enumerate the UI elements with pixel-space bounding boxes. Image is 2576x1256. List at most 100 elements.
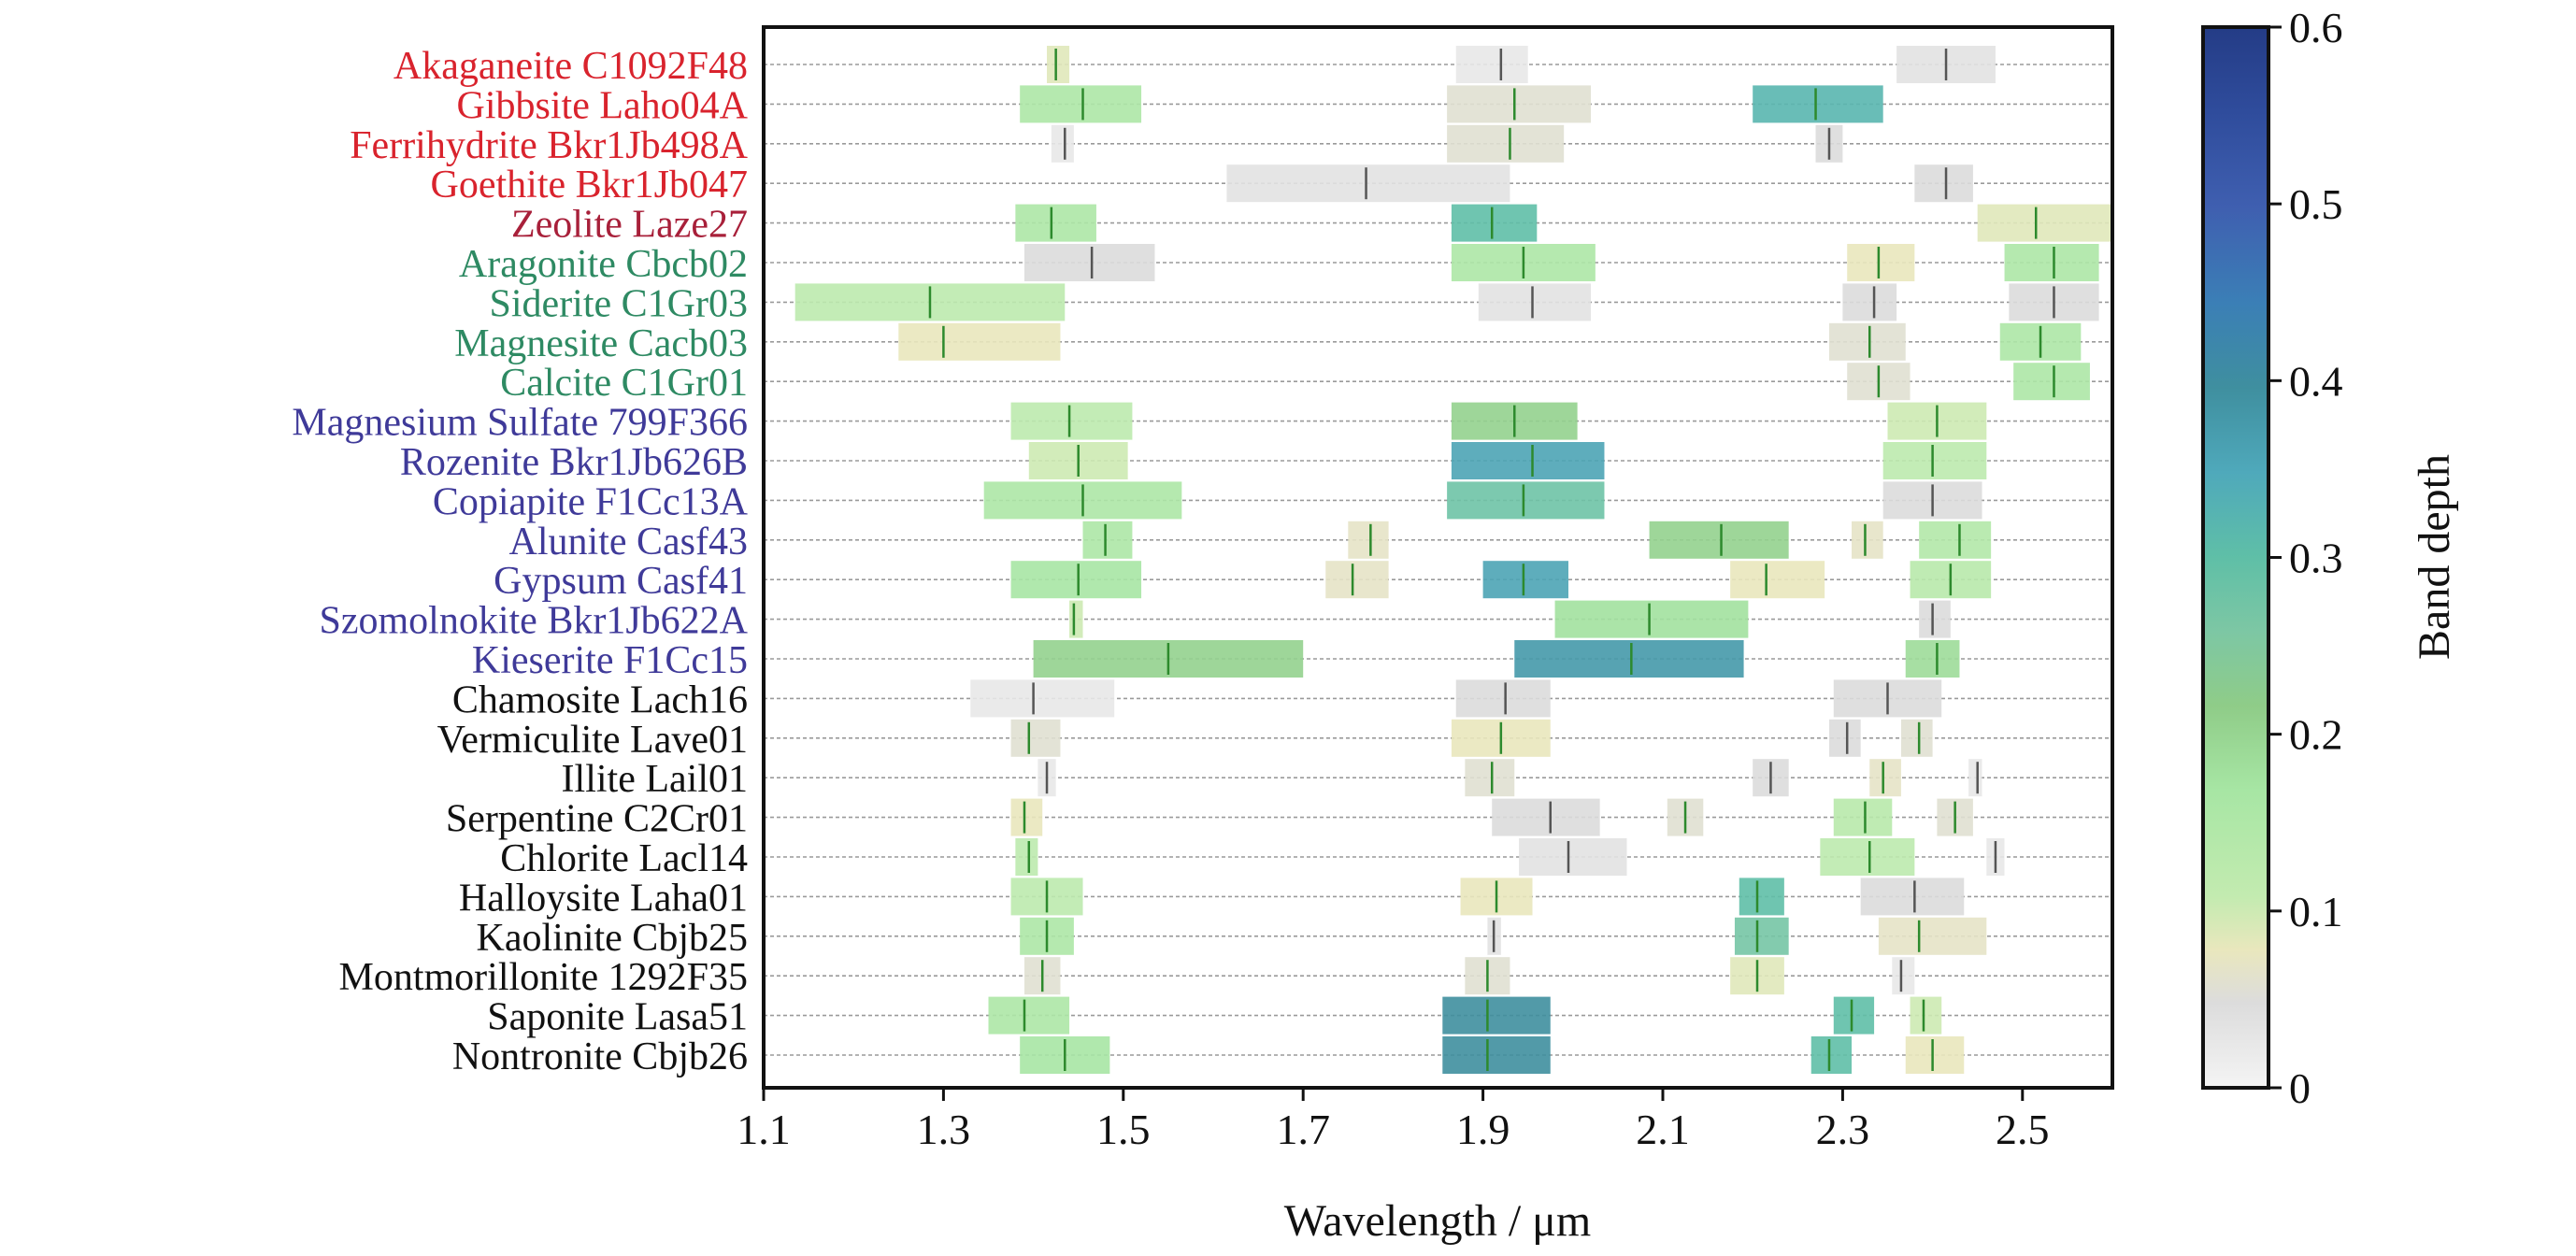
absorption-band <box>970 679 1115 718</box>
absorption-band <box>1852 521 1883 559</box>
x-tick-label: 1.7 <box>1276 1106 1330 1153</box>
mineral-label: Magnesite Cacb03 <box>454 322 748 365</box>
absorption-band <box>1010 798 1043 836</box>
absorption-band <box>1455 679 1551 718</box>
mineral-label: Gypsum Casf41 <box>494 560 748 603</box>
absorption-band <box>1519 838 1627 876</box>
colorbar-tick-label: 0 <box>2289 1064 2311 1112</box>
absorption-band <box>1828 719 1861 757</box>
absorption-band <box>1910 996 1942 1035</box>
absorption-band <box>2013 363 2090 401</box>
absorption-band <box>1869 759 1901 797</box>
absorption-band <box>1905 1036 1965 1074</box>
absorption-band <box>1010 561 1142 599</box>
mineral-label: Chlorite Lacl14 <box>500 837 748 880</box>
absorption-band <box>988 996 1070 1035</box>
absorption-band <box>1465 759 1515 797</box>
colorbar-tick-label: 0.2 <box>2289 711 2343 759</box>
x-tick-label: 2.5 <box>1996 1106 2050 1153</box>
mineral-label: Halloysite Laha01 <box>459 877 748 920</box>
absorption-band <box>1226 164 1510 203</box>
absorption-band <box>1900 719 1933 757</box>
absorption-band <box>1447 124 1565 163</box>
absorption-band <box>1051 124 1074 163</box>
absorption-band <box>1447 481 1605 520</box>
absorption-band <box>1015 204 1096 242</box>
x-tick-label: 2.1 <box>1636 1106 1690 1153</box>
mineral-label: Chamosite Lach16 <box>452 678 748 721</box>
absorption-band <box>1492 798 1600 836</box>
absorption-band <box>1820 838 1915 876</box>
mineral-label: Alunite Casf43 <box>509 521 748 564</box>
absorption-band <box>1047 46 1070 83</box>
colorbar-title: Band depth <box>2410 454 2459 660</box>
mineral-label: Aragonite Cbcb02 <box>459 243 748 286</box>
x-tick-label: 2.3 <box>1816 1106 1870 1153</box>
mineral-label: Zeolite Laze27 <box>511 204 748 247</box>
mineral-label: Rozenite Bkr1Jb626B <box>400 441 748 484</box>
x-tick-label: 1.1 <box>737 1106 791 1153</box>
absorption-band <box>1447 85 1592 123</box>
absorption-band <box>1847 244 1915 281</box>
absorption-band <box>1919 600 1951 638</box>
plot-frame <box>762 25 2114 1090</box>
absorption-band <box>1023 244 1155 281</box>
x-tick-label: 1.9 <box>1456 1106 1510 1153</box>
colorbar-tick-label: 0.6 <box>2289 4 2343 51</box>
absorption-band <box>1878 917 1987 955</box>
mineral-label: Serpentine C2Cr01 <box>446 798 748 841</box>
x-tick-label: 1.3 <box>917 1106 971 1153</box>
mineral-label: Montmorillonite 1292F35 <box>338 956 748 999</box>
mineral-label: Magnesium Sulfate 799F366 <box>292 402 748 445</box>
absorption-band <box>1010 402 1133 440</box>
absorption-band <box>1348 521 1389 559</box>
absorption-band <box>1882 442 1987 479</box>
absorption-band <box>1734 917 1789 955</box>
mineral-label: Kaolinite Cbjb25 <box>477 917 748 960</box>
absorption-band <box>1325 561 1389 599</box>
colorbar-tick-label: 0.4 <box>2289 357 2343 405</box>
mineral-label: Nontronite Cbjb26 <box>452 1035 748 1078</box>
absorption-band <box>1015 838 1038 876</box>
absorption-band <box>1919 521 1992 559</box>
colorbar-tick-label: 0.3 <box>2289 535 2343 582</box>
absorption-band <box>1069 600 1083 638</box>
absorption-band <box>1828 322 1906 361</box>
absorption-band <box>1010 719 1061 757</box>
mineral-label: Copiapite F1Cc13A <box>433 480 749 523</box>
mineral-label: Kieserite F1Cc15 <box>472 639 748 682</box>
absorption-band <box>1020 85 1142 123</box>
absorption-band <box>1753 85 1883 123</box>
absorption-band <box>1442 996 1551 1035</box>
mineral-label: Calcite C1Gr01 <box>500 362 748 405</box>
mineral-label: Gibbsite Laho04A <box>457 84 749 127</box>
absorption-band <box>1977 204 2112 242</box>
absorption-band <box>898 322 1061 361</box>
mineral-label: Vermiculite Lave01 <box>437 719 748 762</box>
x-axis-ticks: 1.1 1.3 1.5 1.7 1.9 2.1 2.3 2.5 <box>737 1088 2050 1153</box>
absorption-band <box>1442 1036 1551 1074</box>
absorption-band <box>1810 1036 1853 1074</box>
mineral-label: Saponite Lasa51 <box>487 996 748 1039</box>
absorption-band <box>1514 640 1744 678</box>
absorption-band <box>1649 521 1789 559</box>
absorption-band <box>1554 600 1749 638</box>
absorption-band <box>1455 46 1528 83</box>
mineral-label: Ferrihydrite Bkr1Jb498A <box>350 124 748 167</box>
absorption-band <box>1833 996 1875 1035</box>
colorbar-tick-label: 0.5 <box>2289 180 2343 228</box>
absorption-band <box>2004 244 2099 281</box>
x-tick-label: 1.5 <box>1096 1106 1151 1153</box>
absorption-band <box>1905 640 1960 678</box>
absorption-band <box>1451 204 1538 242</box>
colorbar <box>2201 25 2270 1090</box>
absorption-band <box>1968 759 1982 797</box>
mineral-label: Illite Lail01 <box>562 758 748 801</box>
absorption-band <box>1730 561 1825 599</box>
absorption-band <box>1860 878 1965 916</box>
mineral-label: Goethite Bkr1Jb047 <box>431 164 748 207</box>
absorption-band <box>1451 442 1605 479</box>
